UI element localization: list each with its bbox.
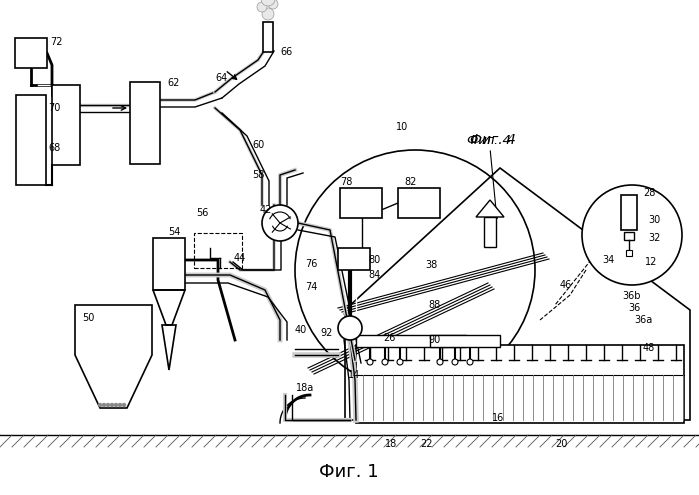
- Bar: [153, 238, 185, 290]
- Text: 58: 58: [252, 170, 264, 180]
- Text: 56: 56: [196, 208, 208, 218]
- Circle shape: [268, 0, 278, 9]
- Text: 84: 84: [368, 270, 380, 280]
- Circle shape: [582, 185, 682, 285]
- Bar: [338, 248, 370, 270]
- Text: 70: 70: [48, 103, 60, 113]
- Text: 18: 18: [385, 439, 397, 449]
- Bar: [484, 217, 496, 247]
- Text: 60: 60: [252, 140, 264, 150]
- Text: 10: 10: [396, 122, 408, 132]
- Text: 46: 46: [560, 280, 572, 290]
- Circle shape: [106, 403, 110, 407]
- Text: 66: 66: [280, 47, 292, 57]
- Circle shape: [262, 8, 274, 20]
- Text: 36b: 36b: [622, 291, 640, 301]
- Circle shape: [118, 403, 122, 407]
- Text: 44: 44: [234, 253, 246, 263]
- Bar: [16, 95, 46, 185]
- Polygon shape: [75, 305, 152, 408]
- Bar: [263, 22, 273, 52]
- Text: 36a: 36a: [634, 315, 652, 325]
- Bar: [621, 195, 637, 230]
- Text: 16: 16: [492, 413, 504, 423]
- Circle shape: [397, 359, 403, 365]
- Text: Фиг. 4: Фиг. 4: [470, 133, 516, 147]
- Text: 22: 22: [420, 439, 433, 449]
- Text: 34: 34: [602, 255, 614, 265]
- Text: Фиг. 1: Фиг. 1: [319, 463, 379, 481]
- Text: 18a: 18a: [296, 383, 315, 393]
- Circle shape: [110, 403, 114, 407]
- Bar: [52, 85, 80, 165]
- Text: 30: 30: [648, 215, 661, 225]
- Text: Фиг. 4: Фиг. 4: [467, 134, 511, 147]
- Bar: [430, 335, 500, 347]
- Text: 38: 38: [425, 260, 438, 270]
- Circle shape: [338, 316, 362, 340]
- Text: 82: 82: [404, 177, 417, 187]
- Text: 90: 90: [428, 335, 440, 345]
- Circle shape: [382, 359, 388, 365]
- Bar: [356, 345, 684, 423]
- Circle shape: [122, 403, 126, 407]
- Bar: [15, 38, 47, 68]
- Circle shape: [367, 359, 373, 365]
- Text: 20: 20: [555, 439, 568, 449]
- Text: 92: 92: [320, 328, 333, 338]
- Circle shape: [257, 2, 267, 12]
- Text: 32: 32: [648, 233, 661, 243]
- Text: 54: 54: [168, 227, 180, 237]
- Text: 42: 42: [260, 205, 273, 215]
- Circle shape: [262, 205, 298, 241]
- Text: 64: 64: [215, 73, 227, 83]
- Text: 72: 72: [50, 37, 62, 47]
- Circle shape: [98, 403, 102, 407]
- Text: 28: 28: [643, 188, 656, 198]
- Bar: [398, 188, 440, 218]
- Circle shape: [467, 359, 473, 365]
- Text: 68: 68: [48, 143, 60, 153]
- Bar: [130, 82, 160, 164]
- Text: 48: 48: [643, 343, 655, 353]
- Circle shape: [261, 0, 275, 6]
- Text: 14: 14: [348, 370, 360, 380]
- Circle shape: [114, 403, 118, 407]
- Text: 40: 40: [295, 325, 308, 335]
- Bar: [356, 335, 466, 347]
- Bar: [626, 250, 632, 256]
- Bar: [194, 233, 242, 268]
- Text: 50: 50: [82, 313, 94, 323]
- Polygon shape: [476, 200, 504, 217]
- Text: 12: 12: [645, 257, 657, 267]
- Text: 88: 88: [428, 300, 440, 310]
- Text: 80: 80: [368, 255, 380, 265]
- Text: 26: 26: [383, 333, 396, 343]
- Bar: [624, 232, 634, 240]
- Bar: [340, 188, 382, 218]
- Text: 62: 62: [167, 78, 180, 88]
- Text: 74: 74: [305, 282, 317, 292]
- Text: 76: 76: [305, 259, 317, 269]
- Text: 36: 36: [628, 303, 640, 313]
- Circle shape: [452, 359, 458, 365]
- Text: 78: 78: [340, 177, 352, 187]
- Circle shape: [437, 359, 443, 365]
- Circle shape: [102, 403, 106, 407]
